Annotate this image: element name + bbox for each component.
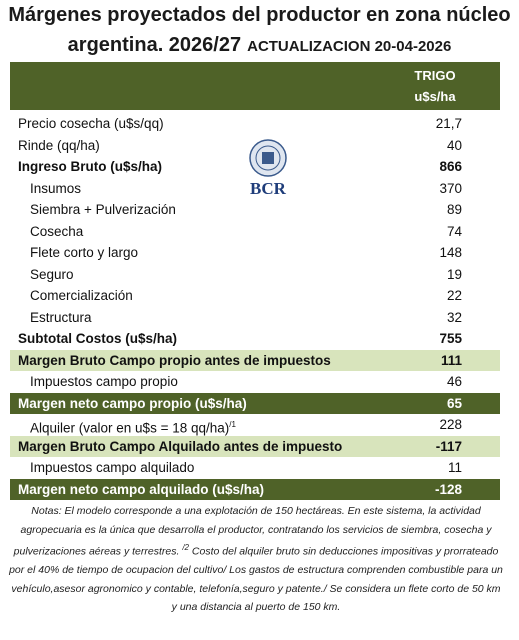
row-value: 866 (439, 159, 462, 174)
row-label-text: Margen Bruto Campo Alquilado antes de im… (18, 438, 343, 454)
row-label: Impuestos campo propio (30, 371, 178, 392)
notes: Notas: El modelo corresponde a una explo… (8, 502, 504, 617)
row-label: Alquiler (valor en u$s = 18 qq/ha)/1 (30, 414, 236, 439)
row-label-text: Seguro (30, 266, 74, 282)
row-label: Seguro (30, 264, 74, 285)
row-label-text: Comercialización (30, 288, 133, 303)
footnote-ref: /1 (229, 420, 236, 429)
row-value: 89 (446, 202, 462, 217)
table-row: Subtotal Costos (u$s/ha) 755 (10, 328, 500, 349)
row-label-text: Siembra + Pulverización (30, 202, 176, 217)
row-label: Flete corto y largo (30, 242, 138, 263)
row-label-text: Insumos (30, 180, 82, 196)
row-label: Impuestos campo alquilado (30, 457, 194, 478)
row-label-text: Rinde (qq/ha) (18, 137, 100, 153)
row-value: 46 (446, 374, 462, 389)
row-label-text: Impuestos campo propio (30, 374, 178, 389)
row-label-text: Alquiler (valor en u$s = 18 qq/ha) (30, 420, 230, 436)
row-label-text: Subtotal Costos (u$s/ha) (18, 331, 178, 346)
row-label: Comercialización (30, 285, 133, 306)
row-value: 22 (446, 288, 462, 303)
row-label-text: Estructura (30, 309, 92, 325)
column-header: TRIGO (414, 68, 456, 83)
row-label: Precio cosecha (u$s/qq) (18, 113, 164, 134)
row-label-text: Flete corto y largo (30, 245, 139, 260)
row-label-text: Impuestos campo alquilado (30, 460, 195, 475)
title-text: argentina. 2026/27 (67, 34, 242, 56)
row-label: Margen Bruto Campo Alquilado antes de im… (18, 436, 342, 457)
row-value: 370 (439, 180, 462, 196)
row-value: 111 (440, 352, 462, 368)
table-row: Margen neto campo alquilado (u$s/ha) -128 (10, 478, 500, 500)
table-row: Ingreso Bruto (u$s/ha) 866 (10, 156, 500, 177)
row-value: 74 (446, 223, 462, 239)
row-label-text: Ingreso Bruto (u$s/ha) (18, 159, 163, 174)
row-label: Estructura (30, 307, 92, 328)
note-text: Notas: El modelo corresponde a una explo… (13, 505, 492, 558)
table-row: Comercialización 22 (10, 285, 500, 306)
table-row: Impuestos campo propio 46 (10, 371, 500, 392)
row-label-text: Margen Bruto Campo propio antes de impue… (18, 352, 331, 368)
note-ref: /2 (182, 543, 189, 552)
row-label: Insumos (30, 178, 81, 199)
table-row: Flete corto y largo 148 (10, 242, 500, 263)
note-text: Costo del alquiler bruto sin deducciones… (9, 545, 503, 614)
table-row: Margen Bruto Campo Alquilado antes de im… (10, 435, 500, 457)
table-row: Margen neto campo propio (u$s/ha) 65 (10, 392, 500, 414)
table-row: Seguro 19 (10, 264, 500, 285)
row-label: Rinde (qq/ha) (18, 135, 100, 156)
table-row: Insumos 370 (10, 178, 500, 199)
row-value: 32 (446, 309, 462, 325)
row-label-text: Margen neto campo alquilado (u$s/ha) (18, 481, 265, 497)
table-row: Impuestos campo alquilado 11 (10, 457, 500, 478)
row-label-text: Precio cosecha (u$s/qq) (18, 116, 164, 131)
table-header: TRIGO u$s/ha (10, 62, 500, 110)
update-date: ACTUALIZACION 20-04-2026 (247, 38, 452, 55)
row-label: Margen Bruto Campo propio antes de impue… (18, 350, 331, 371)
row-value: 40 (446, 137, 462, 153)
row-value: 11 (447, 460, 462, 475)
row-value: -117 (435, 438, 462, 454)
row-value: 19 (446, 266, 462, 282)
row-label: Margen neto campo propio (u$s/ha) (18, 393, 247, 414)
row-value: 148 (439, 245, 462, 260)
row-value: -128 (434, 481, 462, 497)
title: argentina. 2026/27 ACTUALIZACION 20-04-20… (0, 34, 519, 57)
row-value: 755 (439, 331, 462, 346)
row-label: Ingreso Bruto (u$s/ha) (18, 156, 162, 177)
logo-text: BCR (250, 179, 287, 198)
table-row: Cosecha 74 (10, 221, 500, 242)
table-row: Precio cosecha (u$s/qq) 21,7 (10, 113, 500, 134)
column-header: u$s/ha (414, 89, 456, 104)
row-label: Siembra + Pulverización (30, 199, 176, 220)
row-value: 65 (446, 395, 462, 411)
row-label-text: Margen neto campo propio (u$s/ha) (18, 395, 247, 411)
row-value: 228 (439, 417, 462, 432)
row-label: Subtotal Costos (u$s/ha) (18, 328, 177, 349)
table-row: Margen Bruto Campo propio antes de impue… (10, 349, 500, 371)
table-row: Alquiler (valor en u$s = 18 qq/ha)/1 228 (10, 414, 500, 436)
row-label: Cosecha (30, 221, 83, 242)
table-row: Siembra + Pulverización 89 (10, 199, 500, 220)
row-value: 21,7 (435, 116, 462, 131)
row-label: Margen neto campo alquilado (u$s/ha) (18, 479, 264, 500)
row-label-text: Cosecha (30, 223, 84, 239)
table-row: Estructura 32 (10, 307, 500, 328)
table-row: Rinde (qq/ha) 40 (10, 135, 500, 156)
title: Márgenes proyectados del productor en zo… (8, 4, 511, 26)
logo: BCR (249, 139, 287, 198)
